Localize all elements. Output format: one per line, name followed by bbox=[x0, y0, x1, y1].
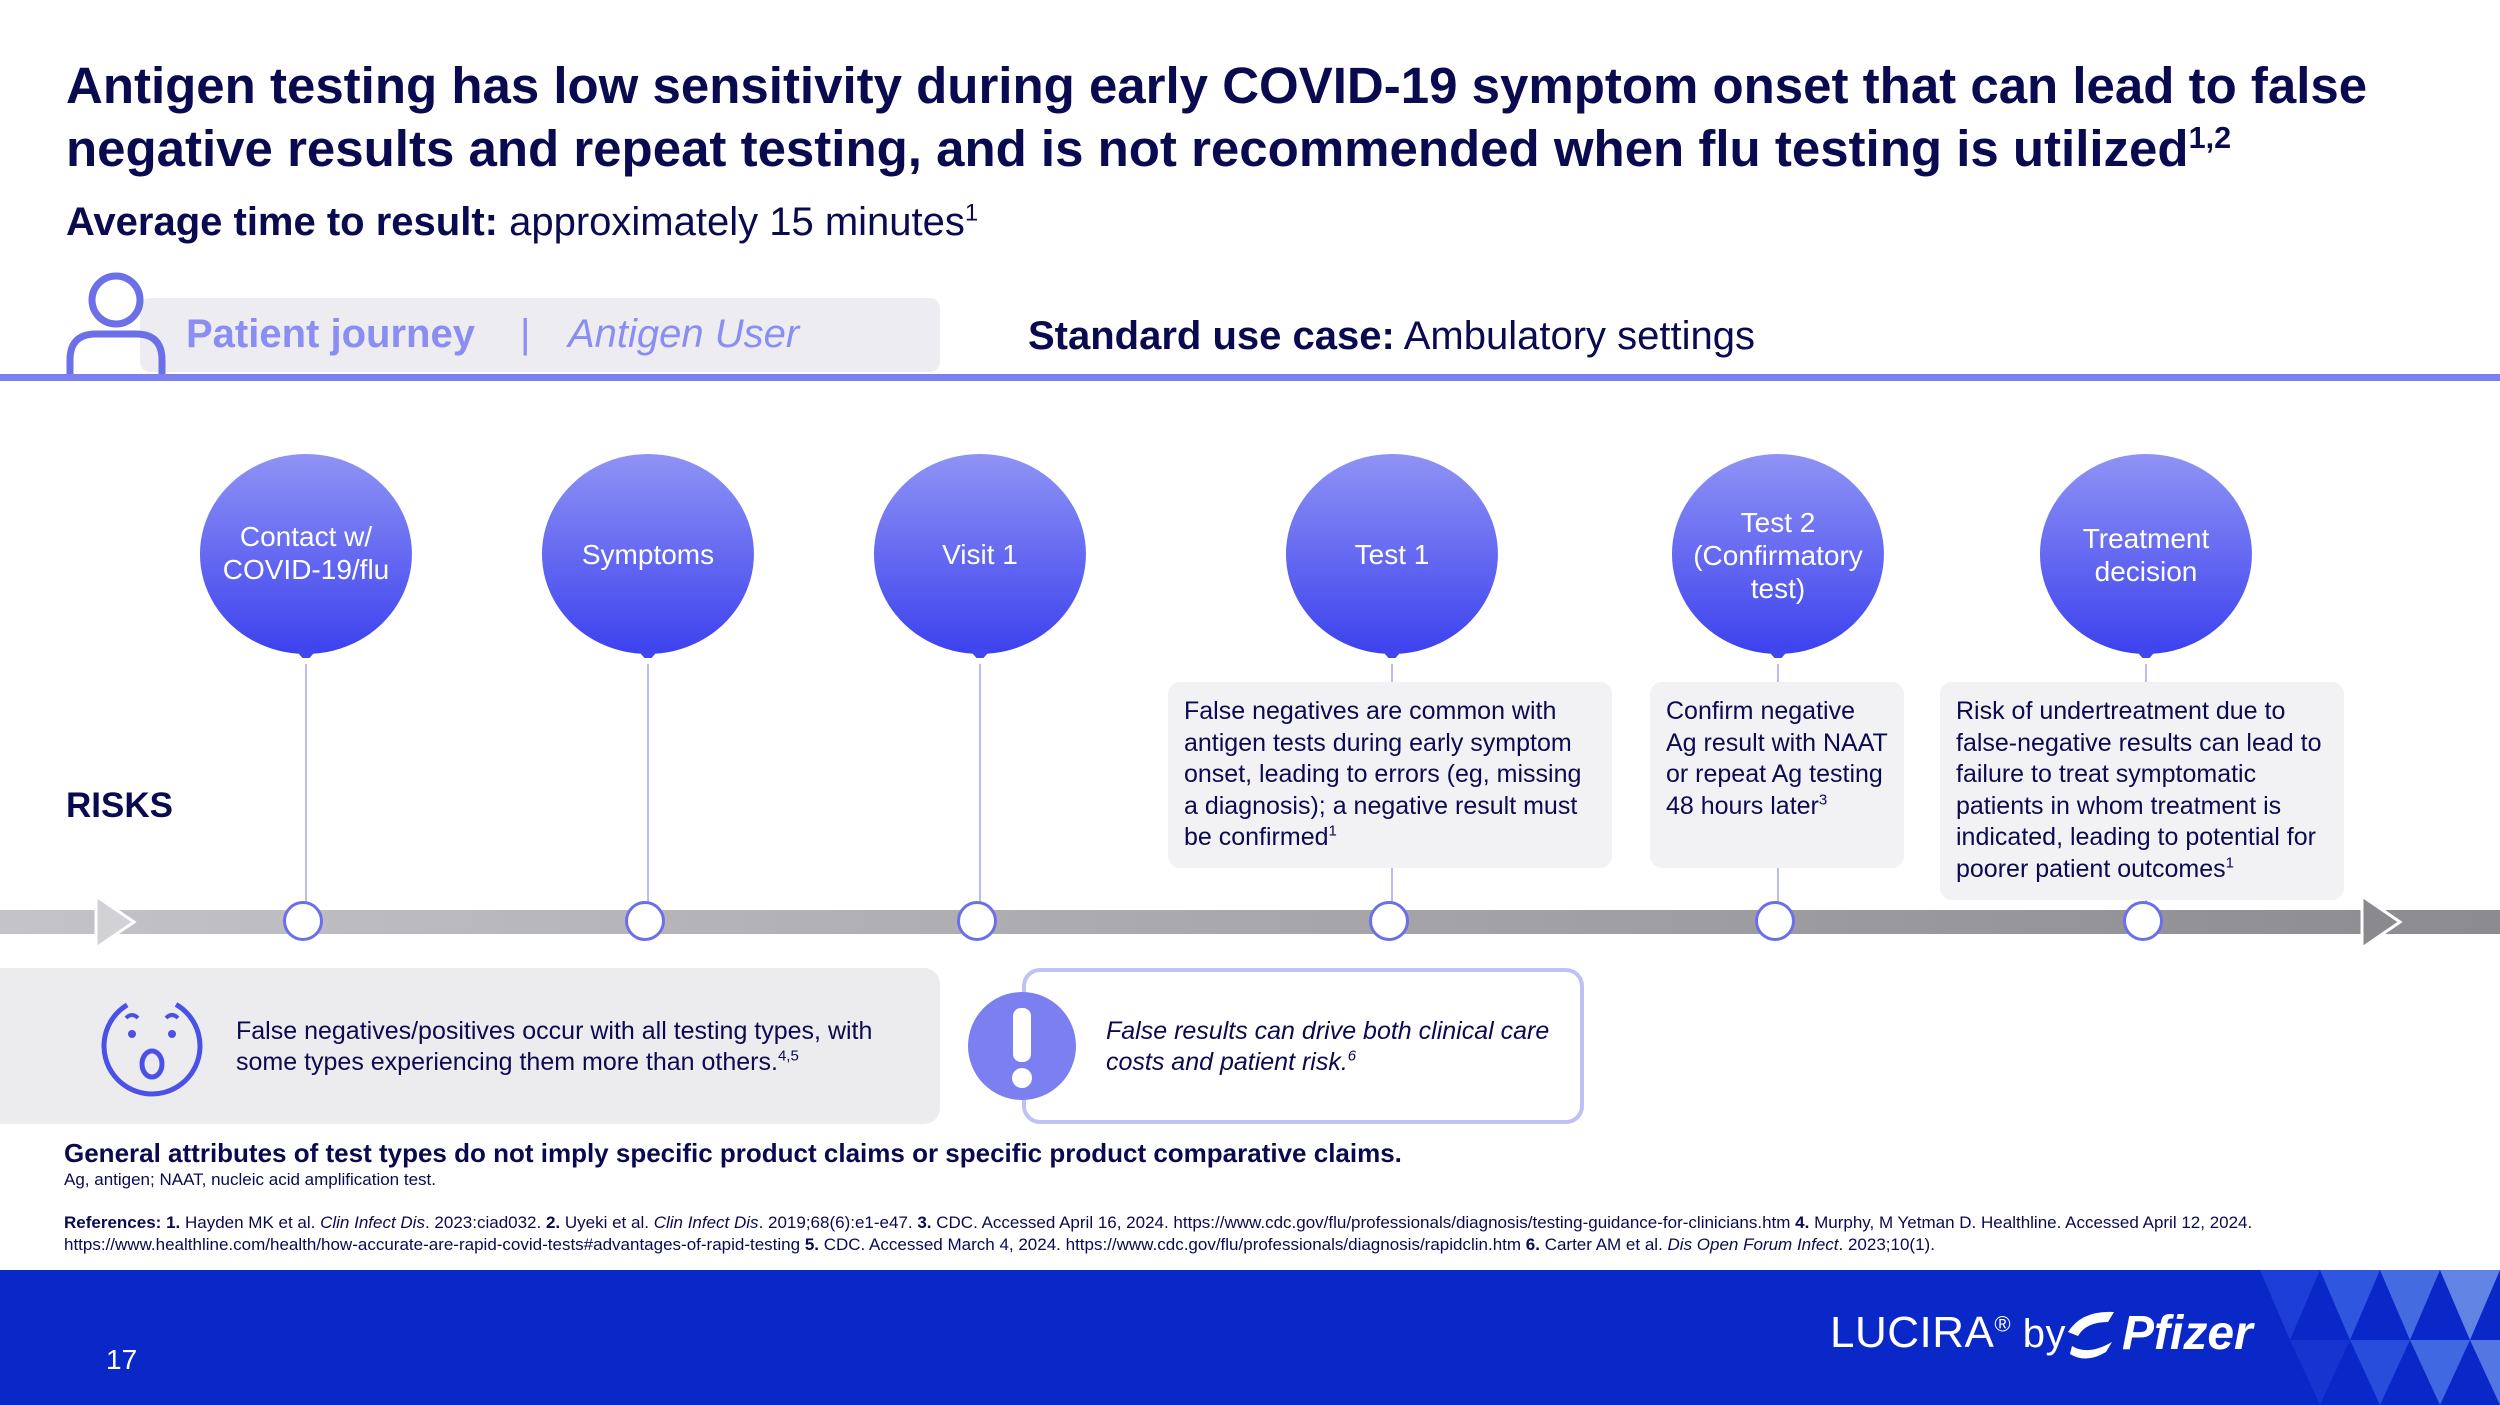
timeline-node bbox=[1369, 901, 1409, 941]
decorative-pattern bbox=[2260, 1270, 2500, 1405]
exclamation-icon bbox=[968, 992, 1076, 1100]
step-bubble-symptoms: Symptoms bbox=[538, 450, 758, 658]
timeline-node bbox=[283, 901, 323, 941]
false-results-card bbox=[0, 968, 940, 1124]
risk-box-test-1: False negatives are common with antigen … bbox=[1168, 682, 1612, 868]
references: References: 1. Hayden MK et al. Clin Inf… bbox=[64, 1213, 2253, 1254]
step-label: Visit 1 bbox=[942, 539, 1018, 570]
connector-line bbox=[979, 664, 981, 908]
footer-bar bbox=[0, 1270, 2500, 1405]
lucira-logo: LUCIRA® by bbox=[1830, 1308, 2066, 1357]
abbreviations: Ag, antigen; NAAT, nucleic acid amplific… bbox=[64, 1170, 436, 1189]
cost-risk-text: False results can drive both clinical ca… bbox=[1106, 1017, 1550, 1076]
false-results-text: False negatives/positives occur with all… bbox=[236, 1017, 873, 1076]
pfizer-logo-text: Pfizer bbox=[2122, 1307, 2253, 1360]
step-bubble-visit-1: Visit 1 bbox=[870, 450, 1090, 658]
standard-use-case: Standard use case: Ambulatory settings bbox=[1028, 314, 1756, 358]
surprised-face-icon bbox=[101, 995, 203, 1097]
patient-journey-label: Patient journey bbox=[186, 312, 475, 356]
step-bubble-treatment-decision: Treatment decision bbox=[2036, 450, 2256, 658]
step-label: Test 1 bbox=[1354, 539, 1430, 570]
pfizer-logo-icon bbox=[2068, 1311, 2114, 1359]
header-divider bbox=[0, 374, 2500, 381]
page-title: Antigen testing has low sensitivity duri… bbox=[66, 57, 2368, 177]
journey-separator: | bbox=[520, 312, 531, 356]
page-number: 17 bbox=[106, 1344, 138, 1375]
step-bubble-contact: Contact w/COVID-19/flu bbox=[196, 450, 416, 658]
step-bubble-test-2: Test 2 (Confirmatory test) bbox=[1668, 450, 1888, 658]
step-label: Treatment decision bbox=[2082, 523, 2210, 587]
timeline-node bbox=[957, 901, 997, 941]
timeline-node bbox=[2123, 901, 2163, 941]
step-label: Contact w/COVID-19/flu bbox=[222, 521, 390, 585]
risk-box-test-2: Confirm negative Ag result with NAAT or … bbox=[1650, 682, 1904, 868]
step-label: Test 2 (Confirmatory test) bbox=[1693, 507, 1863, 604]
risk-box-treatment: Risk of undertreatment due to false-nega… bbox=[1940, 682, 2344, 900]
timeline-bar bbox=[0, 893, 2500, 951]
cost-risk-card bbox=[1022, 968, 1584, 1124]
person-icon bbox=[66, 272, 166, 376]
journey-user-type: Antigen User bbox=[568, 312, 800, 356]
connector-line bbox=[305, 664, 307, 908]
timeline-node bbox=[1755, 901, 1795, 941]
page-subtitle: Average time to result: approximately 15… bbox=[66, 199, 979, 244]
step-bubble-test-1: Test 1 bbox=[1282, 450, 1502, 658]
disclaimer: General attributes of test types do not … bbox=[64, 1138, 1402, 1168]
patient-journey-banner bbox=[140, 298, 940, 372]
timeline-node bbox=[625, 901, 665, 941]
connector-line bbox=[647, 664, 649, 908]
risks-label: RISKS bbox=[66, 786, 173, 825]
step-label: Symptoms bbox=[581, 539, 715, 570]
